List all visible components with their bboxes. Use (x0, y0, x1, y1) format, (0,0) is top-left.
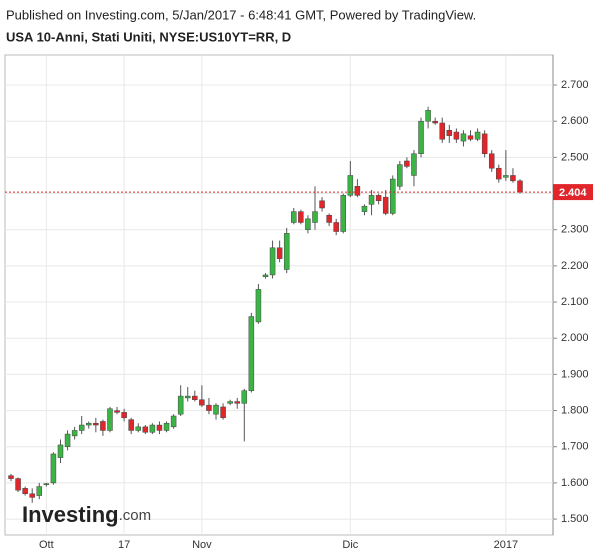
candle-body (199, 399, 205, 406)
candle-body (135, 426, 141, 431)
candle-body (467, 135, 474, 140)
y-tick-label: 1.700 (561, 441, 589, 453)
candle-body (64, 433, 71, 447)
published-note: Published on Investing.com, 5/Jan/2017 -… (6, 7, 476, 22)
candle-body (107, 408, 113, 431)
y-tick-label: 2.200 (561, 260, 589, 272)
candle-body (234, 401, 240, 404)
candle-body (100, 421, 106, 431)
x-tick-label: 17 (118, 539, 130, 551)
candle-body (149, 424, 156, 433)
candle-body (319, 200, 325, 209)
candle-body (354, 186, 361, 196)
y-tick-label: 2.500 (561, 151, 589, 163)
y-tick-label: 1.500 (561, 513, 589, 525)
candle-body (439, 122, 445, 140)
y-tick-label: 2.300 (561, 224, 589, 236)
candle-body (291, 211, 297, 223)
y-tick-label: 2.700 (561, 79, 589, 91)
candle-body (15, 478, 21, 491)
candle-body (481, 133, 488, 154)
candle-body (361, 205, 368, 212)
candle-body (255, 289, 262, 323)
candle-body (213, 404, 219, 415)
candle-body (43, 483, 50, 485)
logo-name: Investing (22, 502, 119, 527)
y-tick-label: 2.000 (561, 332, 589, 344)
candle-body (170, 415, 177, 428)
candle-body (121, 412, 127, 419)
candle-body (177, 395, 184, 415)
x-tick-label: Ott (39, 539, 54, 551)
last-price-label: 2.404 (559, 187, 587, 199)
candle-body (93, 422, 99, 426)
symbol-title: USA 10-Anni, Stati Uniti, NYSE:US10YT=RR… (6, 29, 291, 44)
candle-body (453, 131, 460, 140)
candle-body (78, 424, 85, 431)
candle-body (474, 131, 481, 140)
candle-body (347, 175, 354, 196)
candle-body (36, 486, 43, 496)
candle-body (432, 120, 438, 124)
candle-body (333, 222, 339, 232)
candle-body (411, 153, 417, 176)
candle-body (241, 390, 248, 404)
last-price-box (553, 184, 593, 201)
y-tick-label: 2.600 (561, 115, 589, 127)
y-tick-label: 2.100 (561, 296, 589, 308)
candle-body (517, 180, 523, 193)
candle-body (510, 175, 516, 182)
candle-body (368, 195, 375, 205)
candle-body (8, 475, 14, 479)
candle-body (283, 233, 290, 270)
candle-body (248, 316, 255, 391)
candle-body (206, 404, 212, 411)
x-tick-label: 2017 (494, 539, 518, 551)
candle-body (184, 395, 191, 399)
candle-body (29, 493, 35, 498)
candle-body (114, 410, 120, 413)
candle-body (390, 178, 396, 214)
candle-body (375, 195, 382, 202)
candle-body (382, 196, 389, 214)
logo-suffix: .com (119, 507, 152, 524)
candle-body (446, 129, 453, 136)
plot-frame (4, 54, 554, 536)
candle-body (496, 167, 502, 180)
candle-body (156, 424, 163, 431)
candle-body (503, 175, 509, 178)
candle-body (163, 422, 170, 431)
candle-body (262, 274, 269, 277)
candle-body (50, 453, 57, 484)
candle-body (460, 133, 467, 142)
candle-body (192, 395, 198, 400)
candle-body (142, 426, 149, 433)
y-tick-label: 1.900 (561, 368, 589, 380)
candle-body (418, 120, 424, 154)
logo: Investing.com (22, 502, 151, 527)
x-tick-label: Nov (192, 539, 212, 551)
candle-body (488, 153, 495, 169)
candle-body (312, 211, 318, 223)
candle-body (397, 164, 403, 187)
candle-body (404, 160, 410, 167)
candle-body (71, 430, 78, 437)
candle-body (86, 422, 92, 426)
candle-body (227, 401, 233, 404)
x-tick-label: Dic (342, 539, 358, 551)
candle-body (22, 488, 28, 495)
candle-body (305, 218, 311, 230)
candle-body (220, 406, 226, 419)
y-tick-label: 1.600 (561, 477, 589, 489)
candle-body (276, 247, 283, 259)
y-tick-label: 1.800 (561, 404, 589, 416)
candle-body (298, 211, 304, 223)
candle-body (326, 214, 332, 223)
candle-body (128, 419, 134, 431)
candle-body (425, 110, 431, 122)
candle-body (340, 195, 347, 232)
candle-body (57, 444, 64, 458)
candle-body (269, 247, 276, 276)
